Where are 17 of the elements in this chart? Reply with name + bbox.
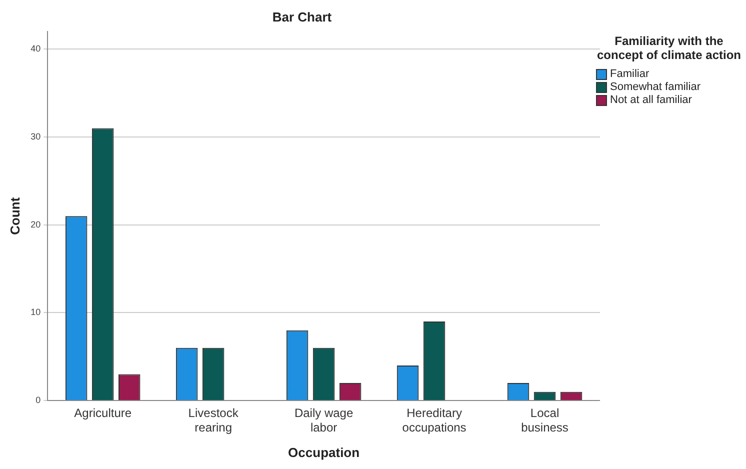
y-tick-label: 30	[30, 132, 41, 142]
x-tick-label: Agriculture	[74, 406, 132, 420]
x-axis-title: Occupation	[288, 444, 360, 460]
chart-title: Bar Chart	[272, 9, 332, 24]
legend-title: Familiarity with the concept of climate action	[596, 34, 742, 62]
y-tick-label: 0	[36, 395, 41, 406]
y-tick-label: 20	[30, 219, 41, 230]
x-tick-label: Hereditary occupations	[402, 406, 466, 435]
legend-label: Familiar	[610, 68, 650, 80]
x-tick-label: Local business	[521, 406, 568, 435]
legend-label: Somewhat familiar	[610, 81, 700, 93]
x-tick-label: Daily wage labor	[294, 406, 354, 435]
y-tick-label: 10	[30, 307, 41, 318]
legend-label: Not at all familiar	[610, 94, 692, 106]
y-tick-label: 40	[30, 44, 41, 54]
y-axis-title: Count	[7, 196, 22, 235]
x-tick-label: Livestock rearing	[188, 406, 240, 435]
